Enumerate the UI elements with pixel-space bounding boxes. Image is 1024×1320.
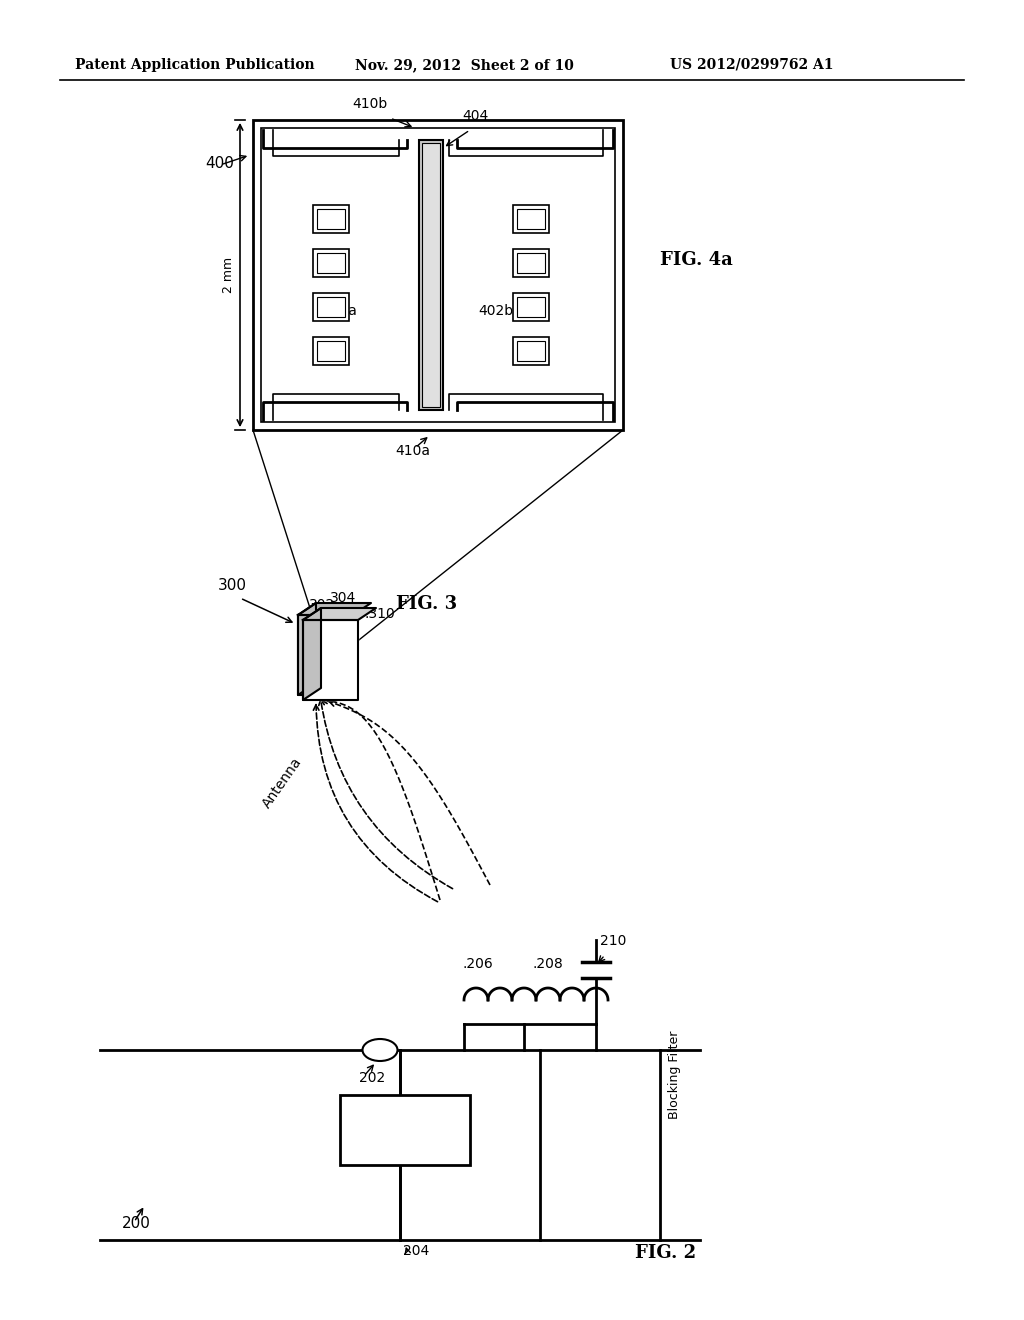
Text: FIG. 3: FIG. 3: [396, 595, 457, 612]
Bar: [513, 205, 549, 234]
Text: 300: 300: [218, 578, 247, 593]
Polygon shape: [298, 615, 353, 696]
Text: 400: 400: [205, 156, 233, 172]
Bar: [253, 120, 623, 430]
Text: Gain Element: Gain Element: [362, 1123, 447, 1137]
Text: Blocking Filter: Blocking Filter: [668, 1031, 681, 1119]
Bar: [261, 128, 615, 422]
Bar: [513, 293, 549, 321]
Bar: [419, 140, 443, 411]
Text: 302: 302: [309, 598, 335, 612]
Bar: [317, 297, 345, 317]
Ellipse shape: [362, 1039, 397, 1061]
Bar: [517, 341, 545, 360]
Bar: [313, 293, 349, 321]
Polygon shape: [298, 603, 371, 615]
Bar: [313, 249, 349, 277]
Text: Antenna: Antenna: [260, 755, 305, 810]
Polygon shape: [303, 609, 376, 620]
Polygon shape: [303, 609, 321, 700]
Text: 2 mm: 2 mm: [222, 257, 234, 293]
Text: 402b: 402b: [478, 304, 513, 318]
Polygon shape: [298, 603, 316, 696]
Bar: [340, 1096, 470, 1166]
Bar: [513, 337, 549, 366]
Text: 210: 210: [600, 935, 627, 948]
Text: 404: 404: [462, 110, 488, 123]
Bar: [317, 341, 345, 360]
Bar: [313, 205, 349, 234]
Text: FIG. 2: FIG. 2: [635, 1243, 696, 1262]
Text: 304: 304: [330, 591, 356, 605]
Text: FIG. 4a: FIG. 4a: [660, 251, 733, 269]
Bar: [317, 209, 345, 228]
Text: .208: .208: [532, 957, 563, 972]
Text: 410a: 410a: [395, 444, 430, 458]
Text: US 2012/0299762 A1: US 2012/0299762 A1: [670, 58, 834, 73]
Text: 200: 200: [122, 1216, 151, 1232]
Text: 202: 202: [359, 1071, 385, 1085]
Bar: [317, 253, 345, 273]
Polygon shape: [303, 620, 358, 700]
Bar: [513, 249, 549, 277]
Text: 402a: 402a: [322, 304, 357, 318]
Bar: [422, 143, 440, 407]
Bar: [517, 297, 545, 317]
Text: 410b: 410b: [352, 96, 388, 111]
Text: .206: .206: [463, 957, 494, 972]
Text: 204: 204: [403, 1243, 429, 1258]
Text: Nov. 29, 2012  Sheet 2 of 10: Nov. 29, 2012 Sheet 2 of 10: [355, 58, 573, 73]
Text: .310: .310: [365, 607, 395, 620]
Bar: [313, 337, 349, 366]
Bar: [517, 253, 545, 273]
Bar: [517, 209, 545, 228]
Text: Patent Application Publication: Patent Application Publication: [75, 58, 314, 73]
